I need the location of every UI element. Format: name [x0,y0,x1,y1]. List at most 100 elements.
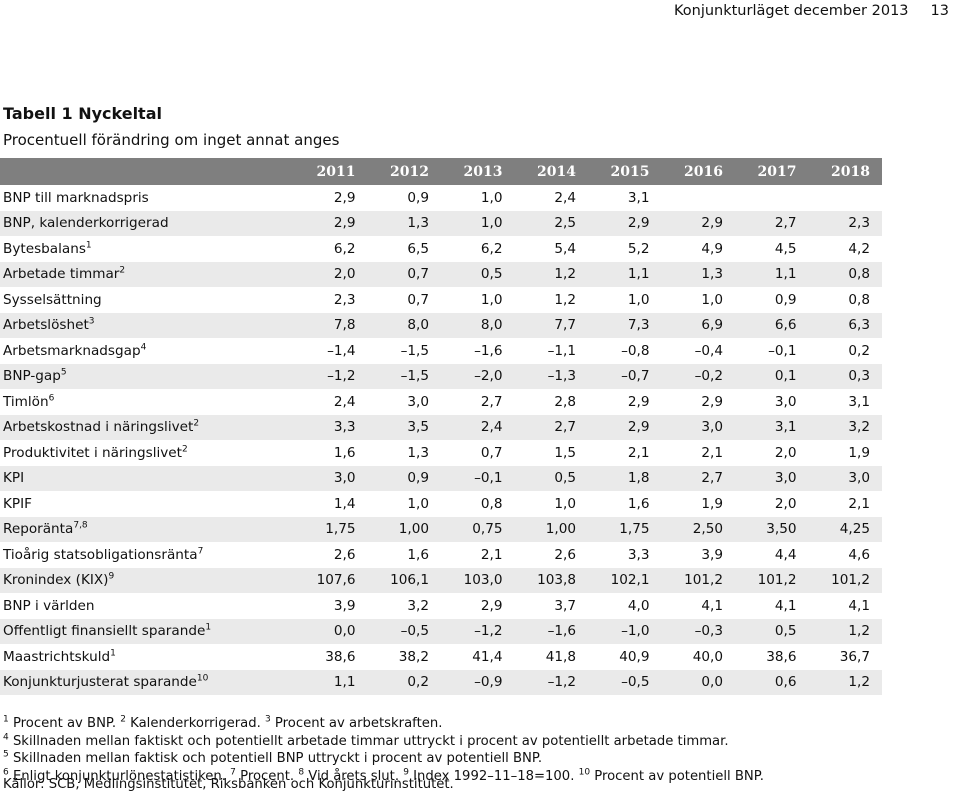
table-cell: 103,0 [441,567,515,593]
table-cell: 0,0 [661,669,735,695]
table-cell: 1,3 [407,444,429,461]
row-label: BNP-gap5 [0,363,294,389]
table-row: Kronindex (KIX)9 107,6 106,1 103,0 103,8 102,… [0,567,882,593]
table-cell: 4,6 [848,546,870,563]
footnote-text: Procent. [240,768,295,784]
table-row: BNP i världen 3,9 3,2 2,9 3,7 4,0 4,1 4,1 4,1 [0,593,882,619]
table-cell: 3,2 [407,597,429,614]
footnote: 9 Index 1992–11–18=100. [403,767,574,784]
table-cell: 2,7 [480,393,503,410]
footnote-number: 9 [403,767,409,778]
table-cell: 3,1 [627,189,650,206]
table-cell: 1,6 [333,444,356,461]
row-label: Arbetade timmar2 [0,261,294,287]
row-label: KPIF [0,491,294,517]
footnote-line: 1 Procent av BNP. 2 Kalenderkorrigerad. … [3,715,903,750]
table-cell [662,185,736,211]
table-cell: 36,7 [839,648,870,665]
footnote: 1 Procent av BNP. [3,715,116,731]
table-cell: –1,3 [514,363,588,389]
table-cell: 6,2 [480,240,503,257]
footnote-marker: 2 [119,265,126,276]
footnote-text: Enligt konjunkturlönestatistiken. [12,768,226,784]
table-cell: 0,9 [407,189,429,206]
table-title: Tabell 1 Nyckeltal [3,104,162,123]
report-title: Konjunkturläget december 2013 [673,3,909,19]
table-cell: 103,8 [514,567,588,593]
footnote-number: 6 [3,767,9,778]
key-figures-table: 2011 2012 2013 2014 2015 2016 2017 2018 … [0,158,882,695]
table-cell: –1,1 [547,342,576,359]
table-cell: 0,9 [367,465,441,491]
row-label-text: Konjunkturjusterat sparande [3,674,197,691]
row-label-text: BNP, kalenderkorrigerad [3,215,169,232]
table-cell: 2,7 [661,465,735,491]
table-cell: 106,1 [367,567,441,593]
footnote-marker: 7 [197,546,204,557]
table-cell: 2,7 [514,414,588,440]
table-cell: 2,8 [554,393,576,410]
row-label: Timlön6 [0,389,294,415]
footnote-line: 6 Enligt konjunkturlönestatistiken. 7 Pr… [3,768,903,786]
table-cell: 3,1 [735,414,809,440]
table-cell: –1,5 [367,363,441,389]
column-header-year: 2015 [588,158,662,185]
row-label-text: Offentligt finansiellt sparande [3,623,206,640]
table-cell: 1,5 [554,444,576,461]
table-cell: 4,2 [848,240,870,257]
running-header: Konjunkturläget december 2013 13 [674,3,949,19]
row-label: Arbetskostnad i näringslivet2 [0,414,294,440]
table-cell: 2,0 [774,444,797,461]
table-cell: 0,75 [441,516,515,542]
table-cell: –0,4 [694,342,723,359]
table-cell: 2,4 [441,414,515,440]
table-cell: 1,9 [701,495,723,512]
table-cell: 2,9 [294,210,368,236]
row-label: Bytesbalans1 [0,236,294,262]
table-cell: 2,3 [808,210,882,236]
table-cell: 2,0 [294,261,368,287]
table-cell: 0,0 [294,618,368,644]
table-cell: 0,5 [514,465,588,491]
table-cell: 1,0 [480,291,503,308]
table-cell: 0,5 [441,261,515,287]
table-cell: 1,4 [333,495,356,512]
table-cell: 40,9 [619,648,650,665]
table-cell: 0,7 [480,444,503,461]
table-cell: 6,9 [661,312,735,338]
table-cell: 41,4 [472,648,503,665]
footnote-marker: 6 [48,393,55,404]
table-row: BNP, kalenderkorrigerad 2,9 1,3 1,0 2,5 2,9 2,… [0,210,882,236]
footnote-line: 5 Skillnaden mellan faktisk och potentie… [3,750,903,768]
footnote-number: 4 [3,732,9,743]
table-header-row: 2011 2012 2013 2014 2015 2016 2017 2018 [0,158,882,185]
table-cell: 0,7 [367,261,441,287]
table-cell: 3,9 [333,597,356,614]
footnote-number: 10 [578,767,591,778]
table-cell: 8,0 [367,312,441,338]
table-row: Arbetslöshet3 7,8 8,0 8,0 7,7 7,3 6,9 6,6 6,3 [0,312,882,338]
table-cell: 4,5 [774,240,797,257]
table-cell: 2,0 [774,495,797,512]
column-header-year: 2016 [661,158,735,185]
table-cell: 1,1 [735,261,809,287]
table-cell: –1,6 [474,342,503,359]
table-cell: 1,75 [588,516,662,542]
table-row: Offentligt finansiellt sparande1 0,0 –0,5–… [0,618,882,644]
row-label-text: Arbetslöshet [3,317,89,334]
table-cell: 3,0 [774,393,797,410]
table-cell: 1,3 [661,261,735,287]
page-number: 13 [930,3,949,19]
table-cell: –0,5 [588,669,662,695]
table-cell: 4,4 [774,546,797,563]
table-row: Reporänta7,8 1,75 1,00 0,75 1,00 1,75 2,50 3,50… [0,516,882,542]
table-cell: 1,8 [588,465,662,491]
table-cell: 107,6 [294,567,368,593]
table-cell: –0,7 [588,363,662,389]
table-cell: –0,1 [441,465,515,491]
row-label: Arbetsmarknadsgap4 [0,338,294,364]
row-label-text: Produktivitet i näringslivet [3,444,182,461]
table-cell: 1,1 [588,261,662,287]
footnote-marker: 1 [205,622,212,633]
row-label-text: Sysselsättning [3,291,102,308]
